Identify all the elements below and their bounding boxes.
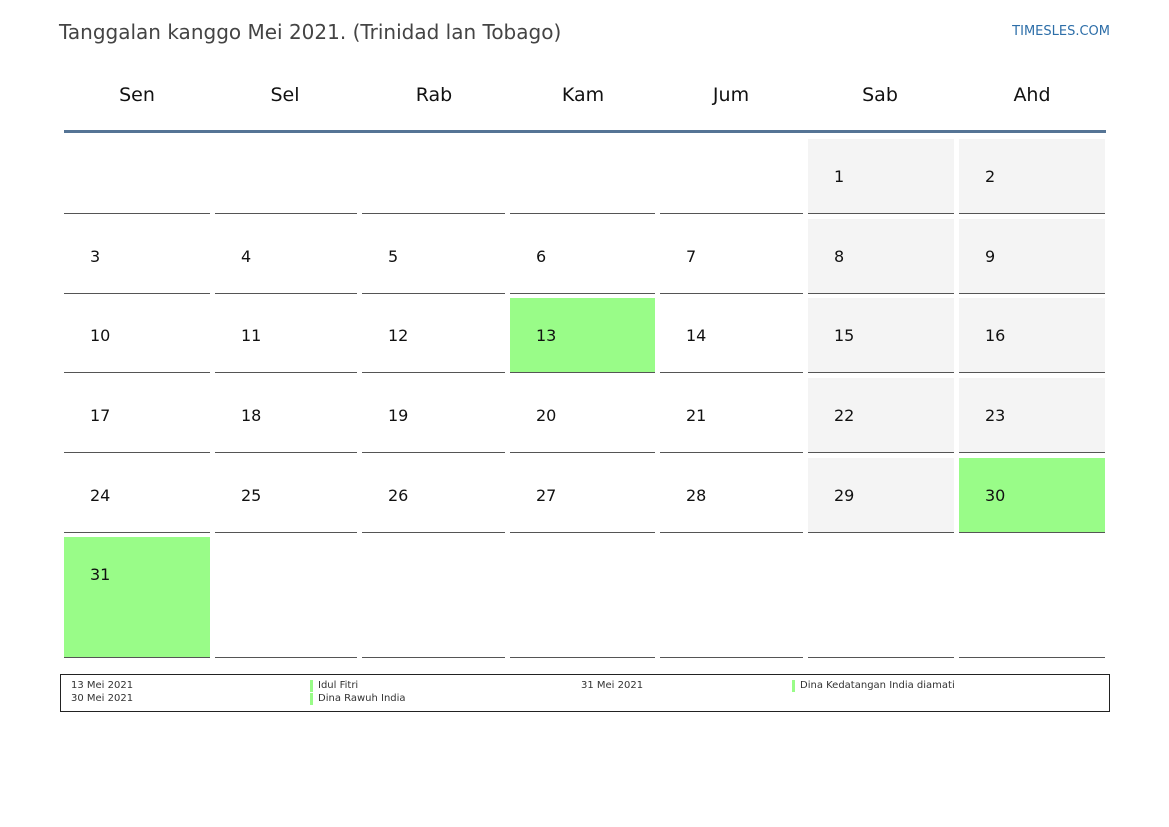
calendar-day-cell	[959, 537, 1105, 658]
calendar-day-cell: 14	[660, 298, 803, 373]
weekday-sat: Sab	[807, 84, 953, 106]
calendar-day-cell	[215, 139, 357, 214]
site-link[interactable]: TIMESLES.COM	[1012, 24, 1110, 39]
calendar-day-cell: 5	[362, 219, 505, 294]
page-title: Tanggalan kanggo Mei 2021. (Trinidad lan…	[59, 20, 561, 44]
day-number: 31	[90, 565, 110, 584]
day-number: 26	[388, 486, 408, 505]
day-number: 25	[241, 486, 261, 505]
calendar-day-cell: 26	[362, 458, 505, 533]
day-number: 23	[985, 406, 1005, 425]
calendar-day-cell: 22	[808, 378, 954, 453]
weekday-mon: Sen	[64, 84, 210, 106]
calendar-day-cell: 29	[808, 458, 954, 533]
calendar-day-cell	[510, 139, 655, 214]
calendar-day-cell	[660, 139, 803, 214]
day-number: 2	[985, 167, 995, 186]
calendar-day-cell: 7	[660, 219, 803, 294]
header-rule	[64, 130, 1106, 133]
calendar-day-cell: 17	[64, 378, 210, 453]
calendar-day-cell: 27	[510, 458, 655, 533]
legend-swatch	[792, 680, 795, 692]
legend-date: 30 Mei 2021	[71, 693, 133, 704]
day-number: 19	[388, 406, 408, 425]
day-number: 8	[834, 247, 844, 266]
day-number: 9	[985, 247, 995, 266]
day-number: 24	[90, 486, 110, 505]
legend-swatch	[310, 680, 313, 692]
calendar-day-cell: 21	[660, 378, 803, 453]
calendar-day-cell: 25	[215, 458, 357, 533]
day-number: 28	[686, 486, 706, 505]
calendar-day-cell	[660, 537, 803, 658]
calendar-day-cell: 24	[64, 458, 210, 533]
calendar-day-cell	[362, 139, 505, 214]
day-number: 5	[388, 247, 398, 266]
day-number: 30	[985, 486, 1005, 505]
calendar-day-cell: 23	[959, 378, 1105, 453]
calendar-day-cell: 3	[64, 219, 210, 294]
day-number: 10	[90, 326, 110, 345]
calendar-day-cell: 18	[215, 378, 357, 453]
calendar-day-cell: 15	[808, 298, 954, 373]
holiday-legend: 13 Mei 2021 30 Mei 2021 Idul Fitri Dina …	[60, 674, 1110, 712]
legend-holiday-name: Dina Kedatangan India diamati	[800, 680, 955, 691]
day-number: 11	[241, 326, 261, 345]
weekday-wed: Rab	[361, 84, 507, 106]
calendar-day-cell: 30	[959, 458, 1105, 533]
legend-swatch	[310, 693, 313, 705]
calendar-day-cell: 9	[959, 219, 1105, 294]
day-number: 22	[834, 406, 854, 425]
day-number: 20	[536, 406, 556, 425]
calendar-day-cell: 20	[510, 378, 655, 453]
calendar-day-cell: 13	[510, 298, 655, 373]
calendar-day-cell: 31	[64, 537, 210, 658]
calendar-day-cell: 8	[808, 219, 954, 294]
weekday-tue: Sel	[212, 84, 358, 106]
calendar-day-cell: 4	[215, 219, 357, 294]
day-number: 7	[686, 247, 696, 266]
day-number: 13	[536, 326, 556, 345]
day-number: 29	[834, 486, 854, 505]
calendar-day-cell: 16	[959, 298, 1105, 373]
day-number: 16	[985, 326, 1005, 345]
calendar-day-cell: 28	[660, 458, 803, 533]
legend-holiday-name: Idul Fitri	[318, 680, 358, 691]
weekday-thu: Kam	[510, 84, 656, 106]
calendar-day-cell	[215, 537, 357, 658]
calendar-day-cell	[808, 537, 954, 658]
day-number: 1	[834, 167, 844, 186]
calendar-day-cell	[64, 139, 210, 214]
day-number: 18	[241, 406, 261, 425]
day-number: 4	[241, 247, 251, 266]
calendar-day-cell: 2	[959, 139, 1105, 214]
weekday-fri: Jum	[658, 84, 804, 106]
calendar-day-cell	[510, 537, 655, 658]
calendar-day-cell: 11	[215, 298, 357, 373]
day-number: 17	[90, 406, 110, 425]
calendar-day-cell	[362, 537, 505, 658]
legend-date: 13 Mei 2021	[71, 680, 133, 691]
legend-holiday-name: Dina Rawuh India	[318, 693, 406, 704]
day-number: 3	[90, 247, 100, 266]
day-number: 15	[834, 326, 854, 345]
calendar-day-cell: 10	[64, 298, 210, 373]
calendar-day-cell: 6	[510, 219, 655, 294]
day-number: 21	[686, 406, 706, 425]
weekday-header: Sen Sel Rab Kam Jum Sab Ahd	[64, 84, 1106, 116]
day-number: 14	[686, 326, 706, 345]
calendar-day-cell: 1	[808, 139, 954, 214]
weekday-sun: Ahd	[959, 84, 1105, 106]
calendar-day-cell: 19	[362, 378, 505, 453]
day-number: 27	[536, 486, 556, 505]
calendar-day-cell: 12	[362, 298, 505, 373]
legend-date: 31 Mei 2021	[581, 680, 643, 691]
day-number: 12	[388, 326, 408, 345]
day-number: 6	[536, 247, 546, 266]
